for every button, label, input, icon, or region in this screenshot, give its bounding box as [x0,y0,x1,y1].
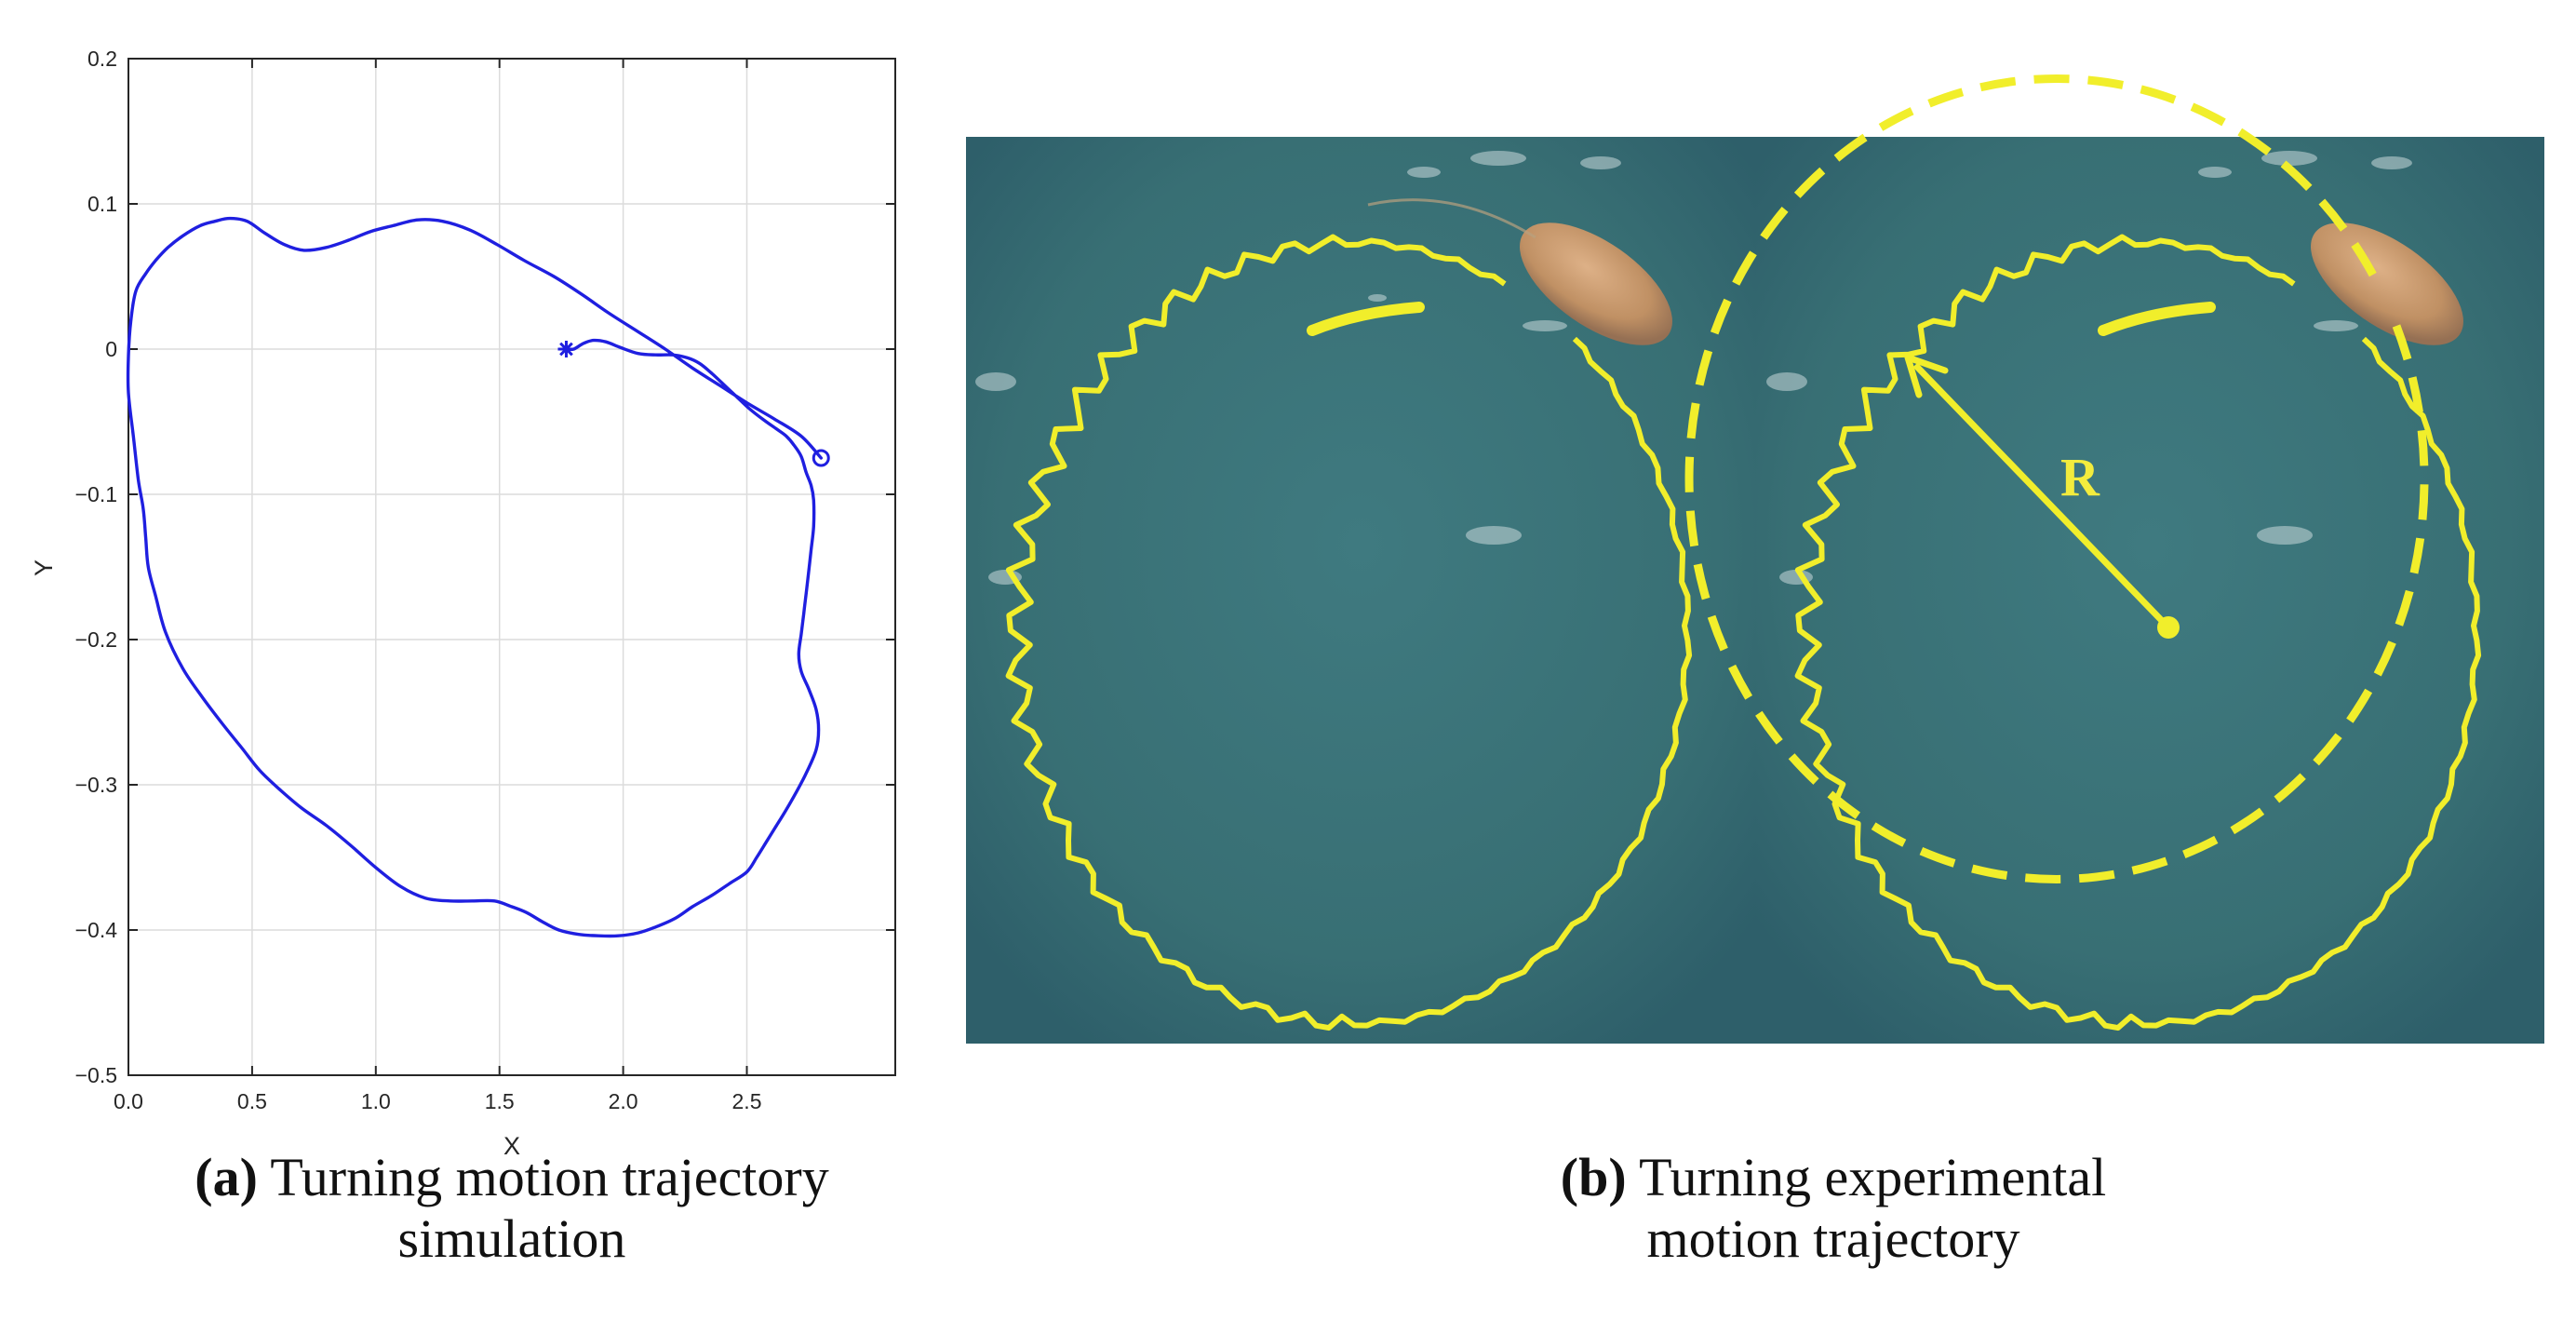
y-tick-label: −0.1 [75,482,117,506]
x-tick-label: 2.5 [732,1089,762,1113]
simulation-plot: 0.0 0.5 1.0 1.5 2.0 2.5 0.2 0.1 0 −0.1 −0.2 −0.3 −0… [30,47,896,1160]
x-tick-label: 1.0 [361,1089,391,1113]
experimental-trajectory [1794,234,2482,1031]
tick-marks [127,58,895,1076]
radius-arrowhead [1904,354,1949,398]
shrimp-antenna [1367,198,1536,239]
caption-b-line2: motion trajectory [1646,1208,2020,1269]
radius-label: R [2060,447,2100,507]
y-tick-label: −0.5 [75,1063,117,1087]
panel-label-b: (b) [1560,1147,1627,1207]
x-tick-labels: 0.0 0.5 1.0 1.5 2.0 2.5 [114,1089,762,1113]
circle-center-point [2157,616,2180,639]
start-marker [557,341,575,357]
caption-a: (a) Turning motion trajectory simulation [84,1147,940,1270]
caption-b-line1: Turning experimental [1639,1147,2107,1207]
fitted-circle [1684,74,2429,883]
trajectory-start-segment [1307,302,1425,336]
shrimp [1520,222,1672,345]
x-tick-label: 0.0 [114,1089,143,1113]
y-axis-label: Y [30,559,58,576]
panel-label-a: (a) [195,1147,258,1207]
y-tick-label: −0.2 [75,627,117,652]
y-tick-label: 0 [105,337,117,361]
start-marker-stroke [559,342,573,357]
photo-left [966,137,1755,1044]
experiment-photos: R [966,74,2544,1044]
radius-arrow [1912,362,2171,630]
photo-right: R [1684,74,2544,1044]
grid [128,59,895,1075]
plot-area [128,59,895,1075]
y-tick-label: 0.2 [87,47,117,71]
x-axis-label: X [503,1132,520,1160]
x-tick-label: 1.5 [485,1089,515,1113]
trajectory-line [126,216,823,938]
caption-b: (b) Turning experimental motion trajecto… [1322,1147,2345,1270]
y-tick-label: −0.3 [75,773,117,797]
y-tick-label: 0.1 [87,192,117,216]
y-tick-label: −0.4 [75,918,118,942]
trajectory-start-segment [2098,302,2216,336]
end-marker [812,449,830,467]
water-ripples [1766,151,2412,585]
y-tick-labels: 0.2 0.1 0 −0.1 −0.2 −0.3 −0.4 −0.5 [75,47,118,1087]
axes-box [127,58,896,1076]
experimental-trajectory [1005,234,1693,1031]
x-tick-label: 2.0 [609,1089,638,1113]
caption-a-line2: simulation [397,1208,626,1269]
x-tick-label: 0.5 [237,1089,267,1113]
caption-a-line1: Turning motion trajectory [270,1147,829,1207]
shrimp [2311,222,2463,345]
